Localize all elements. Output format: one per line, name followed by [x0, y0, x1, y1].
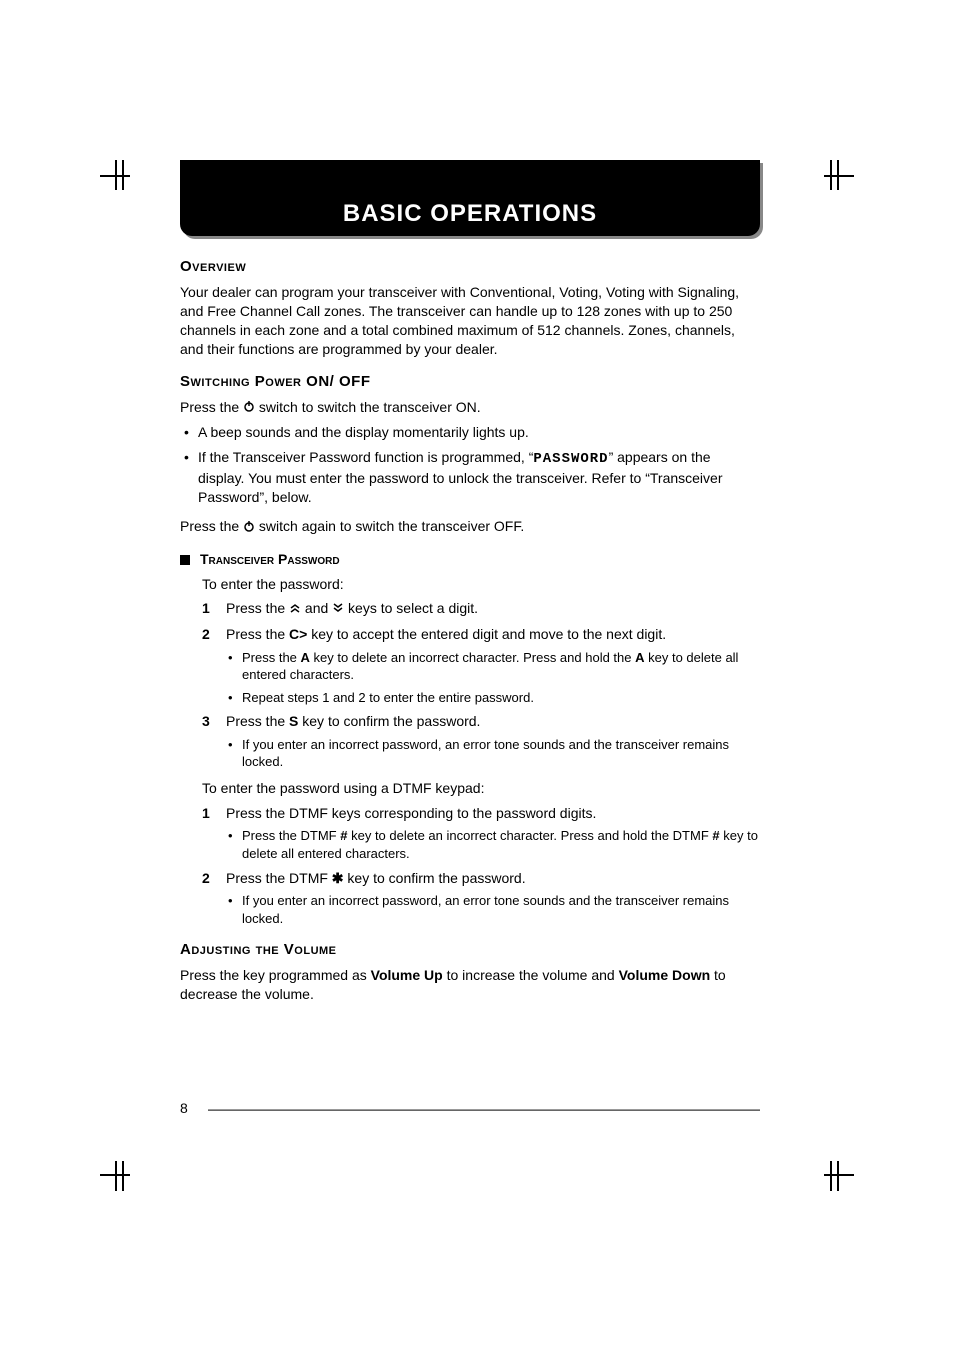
- crop-mark: [824, 1174, 854, 1176]
- step-number: 2: [202, 625, 210, 645]
- list-item: 2 Press the DTMF ✱ key to confirm the pa…: [202, 869, 760, 928]
- switching-bullets: A beep sounds and the display momentaril…: [180, 423, 760, 507]
- text: key to delete an incorrect character. Pr…: [347, 828, 712, 843]
- list-item: If you enter an incorrect password, an e…: [226, 892, 760, 927]
- text: and: [301, 600, 332, 616]
- password-intro: To enter the password:: [202, 575, 760, 594]
- crop-mark: [122, 160, 124, 190]
- press-off-text: Press the switch again to switch the tra…: [180, 517, 760, 537]
- text: switch again to switch the transceiver O…: [255, 518, 524, 534]
- text: key to delete an incorrect character. Pr…: [310, 650, 635, 665]
- text: Press the DTMF: [242, 828, 340, 843]
- up-chevron-icon: [289, 600, 301, 616]
- chapter-header: BASIC OPERATIONS: [180, 160, 760, 236]
- subsection-password: Transceiver Password: [180, 551, 760, 567]
- crop-mark: [115, 1161, 117, 1191]
- volume-text: Press the key programmed as Volume Up to…: [180, 966, 760, 1004]
- subsection-title: Transceiver Password: [200, 551, 340, 567]
- key-label: A: [301, 650, 310, 665]
- page-content: BASIC OPERATIONS Overview Your dealer ca…: [180, 160, 760, 1018]
- text: keys to select a digit.: [344, 600, 478, 616]
- list-item: Press the A key to delete an incorrect c…: [226, 649, 760, 684]
- chapter-title: BASIC OPERATIONS: [180, 200, 760, 228]
- password-steps: 1 Press the and keys to select a digit. …: [202, 599, 760, 771]
- list-item: If you enter an incorrect password, an e…: [226, 736, 760, 771]
- step-number: 2: [202, 869, 210, 889]
- step-number: 1: [202, 804, 210, 824]
- section-volume-title: Adjusting the Volume: [180, 941, 760, 958]
- key-label: S: [289, 713, 298, 729]
- section-overview-title: Overview: [180, 258, 760, 275]
- dtmf-steps: 1 Press the DTMF keys corresponding to t…: [202, 804, 760, 927]
- power-icon: [243, 518, 255, 537]
- list-item: A beep sounds and the display momentaril…: [180, 423, 760, 442]
- key-label: Volume Down: [619, 967, 711, 983]
- overview-text: Your dealer can program your transceiver…: [180, 283, 760, 359]
- key-label: Volume Up: [371, 967, 443, 983]
- page-footer: 8: [180, 1100, 760, 1116]
- list-item: If the Transceiver Password function is …: [180, 448, 760, 507]
- text: key to confirm the password.: [344, 870, 526, 886]
- text: switch to switch the transceiver ON.: [255, 399, 481, 415]
- password-block: To enter the password: 1 Press the and k…: [180, 575, 760, 928]
- text: Press the: [226, 626, 289, 642]
- list-item: 2 Press the C> key to accept the entered…: [202, 625, 760, 706]
- list-item: 1 Press the and keys to select a digit.: [202, 599, 760, 619]
- crop-mark: [830, 160, 832, 190]
- page-number: 8: [180, 1100, 188, 1116]
- section-switching-title: Switching Power ON/ OFF: [180, 373, 760, 390]
- sub-list: Press the DTMF # key to delete an incorr…: [226, 827, 760, 862]
- footer-rule: [208, 1109, 760, 1111]
- key-label: C>: [289, 626, 307, 642]
- text: Press the DTMF keys corresponding to the…: [226, 805, 596, 821]
- text: Press the: [226, 713, 289, 729]
- list-item: 3 Press the S key to confirm the passwor…: [202, 712, 760, 771]
- crop-mark: [115, 160, 117, 190]
- down-chevron-icon: [332, 600, 344, 616]
- list-item: 1 Press the DTMF keys corresponding to t…: [202, 804, 760, 863]
- sub-list: Press the A key to delete an incorrect c…: [226, 649, 760, 707]
- text: Press the DTMF: [226, 870, 332, 886]
- list-item: Press the DTMF # key to delete an incorr…: [226, 827, 760, 862]
- list-item: Repeat steps 1 and 2 to enter the entire…: [226, 689, 760, 707]
- power-icon: [243, 398, 255, 417]
- text: Press the key programmed as: [180, 967, 371, 983]
- text: Press the: [242, 650, 301, 665]
- lcd-text: PASSWORD: [533, 451, 608, 467]
- text: If the Transceiver Password function is …: [198, 449, 533, 465]
- text: key to confirm the password.: [298, 713, 480, 729]
- text: Press the: [180, 399, 243, 415]
- press-on-text: Press the switch to switch the transceiv…: [180, 398, 760, 418]
- step-number: 1: [202, 599, 210, 619]
- crop-mark: [122, 1161, 124, 1191]
- dtmf-intro: To enter the password using a DTMF keypa…: [202, 779, 760, 798]
- step-number: 3: [202, 712, 210, 732]
- text: to increase the volume and: [443, 967, 619, 983]
- crop-mark: [837, 160, 839, 190]
- sub-list: If you enter an incorrect password, an e…: [226, 736, 760, 771]
- square-bullet-icon: [180, 555, 190, 565]
- sub-list: If you enter an incorrect password, an e…: [226, 892, 760, 927]
- text: Press the: [226, 600, 289, 616]
- key-label: #: [712, 828, 719, 843]
- crop-mark: [837, 1161, 839, 1191]
- crop-mark: [824, 175, 854, 177]
- crop-mark: [830, 1161, 832, 1191]
- text: key to accept the entered digit and move…: [307, 626, 666, 642]
- key-label: ✱: [332, 870, 344, 886]
- text: Press the: [180, 518, 243, 534]
- key-label: A: [635, 650, 644, 665]
